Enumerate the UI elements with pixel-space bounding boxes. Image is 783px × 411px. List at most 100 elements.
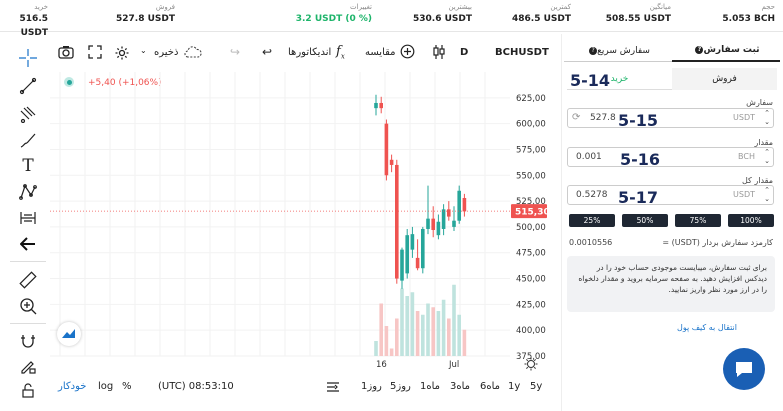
save-button[interactable]: ذخیره <box>154 47 179 58</box>
measure-range-icon[interactable] <box>18 208 38 228</box>
fib-tool-icon[interactable] <box>18 104 38 124</box>
volume-bar <box>431 307 435 356</box>
amount-field[interactable]: 0.001 BCH ⌃ ⌄ <box>567 147 774 167</box>
volume-bar <box>395 318 399 356</box>
legend-dot-icon <box>64 77 74 87</box>
candle-body <box>410 234 415 250</box>
help-icon-2: ? <box>589 46 598 55</box>
pct-25-button[interactable]: 25% <box>569 214 615 227</box>
deposit-notice: برای ثبت سفارش، میبایست موجودی حساب خود … <box>567 256 775 312</box>
last-price-tag <box>511 204 547 219</box>
function-icon[interactable]: fx <box>336 44 345 61</box>
stat-sell: فروش 527.8 USDT <box>115 3 175 24</box>
undo-icon[interactable]: ↩ <box>262 45 273 59</box>
price-chart[interactable]: 625,00 600,00 575,00 550,00 525,00 500,00 475,… <box>50 72 550 384</box>
total-label: مقدار کل <box>741 176 773 185</box>
transfer-to-wallet-link[interactable]: انتقال به کیف پول <box>677 323 737 332</box>
volume-bar <box>441 299 446 356</box>
tab-place-order[interactable]: ? ثبت سفارش <box>672 40 780 62</box>
candle-body <box>400 249 404 281</box>
pct-50-button[interactable]: 50% <box>622 214 668 227</box>
range-5d[interactable]: 5روز <box>390 381 411 392</box>
volume-bar <box>415 311 420 356</box>
brush-icon[interactable] <box>18 130 38 150</box>
text-tool-icon[interactable]: T <box>22 156 34 176</box>
range-1y[interactable]: 1y <box>508 381 521 392</box>
pct-100-button[interactable]: 100% <box>728 214 774 227</box>
zoom-in-icon[interactable] <box>18 296 38 316</box>
axis-settings-ray <box>533 366 536 369</box>
trend-line-icon[interactable] <box>18 76 38 96</box>
order-price-label: سفارش <box>746 98 773 107</box>
order-price-field[interactable]: ⟳ 527.8 USDT ⌃ ⌄ <box>567 108 774 128</box>
candle-body <box>421 228 425 269</box>
candle-body <box>405 235 409 274</box>
redo-icon[interactable]: ↪ <box>230 45 241 59</box>
tab-quick-order[interactable]: ? سفارش سریع <box>564 40 672 62</box>
y-tick-label: 375,00 <box>516 352 546 362</box>
chevron-down-icon[interactable]: ⌄ <box>140 46 147 55</box>
annotation-5-15: 5-15 <box>618 111 659 130</box>
candles-icon[interactable] <box>432 44 446 63</box>
amount-label: مقدار <box>754 138 773 147</box>
stepper-icon-2[interactable]: ⌃ ⌄ <box>764 148 770 165</box>
percent-scale-button[interactable]: % <box>122 381 132 392</box>
fullscreen-icon[interactable] <box>88 45 102 62</box>
x-tick-label: Jul <box>448 360 459 370</box>
y-tick-label: 575,00 <box>516 145 546 155</box>
volume-bar <box>457 314 461 356</box>
interval-button[interactable]: D <box>460 47 469 58</box>
cloud-icon <box>184 45 202 62</box>
refresh-icon[interactable]: ⟳ <box>572 112 581 123</box>
candle-body <box>395 164 399 279</box>
range-6m[interactable]: 6ماه <box>480 381 501 392</box>
crosshair-icon[interactable] <box>18 48 38 68</box>
chat-icon <box>736 362 752 377</box>
stepper-icon[interactable]: ⌃ ⌄ <box>764 109 770 126</box>
candle-body <box>379 102 383 109</box>
indicators-button[interactable]: اندیکاتورها <box>288 47 332 58</box>
last-price-label: 515,30 <box>515 208 550 218</box>
y-tick-label: 625,00 <box>516 94 546 104</box>
buy-tab[interactable]: خرید <box>567 68 672 90</box>
back-arrow-icon[interactable] <box>18 234 38 254</box>
market-stats-bar: حجم 5.053 BCH میانگین 508.55 USDT کمترین 48… <box>0 0 783 38</box>
unlock-icon[interactable] <box>18 380 38 400</box>
auto-scale-button[interactable]: خودکار <box>58 381 87 392</box>
axis-settings-ray <box>526 366 529 369</box>
settings-gear-icon[interactable] <box>114 45 130 64</box>
tools-divider <box>10 261 46 262</box>
sell-tab[interactable]: فروش <box>672 68 777 90</box>
volume-bar <box>384 326 389 356</box>
volume-bar <box>410 292 415 356</box>
y-tick-label: 500,00 <box>516 223 546 233</box>
candle-body <box>447 209 451 217</box>
symbol-label[interactable]: BCHUSDT <box>495 47 549 58</box>
volume-bar <box>452 284 456 356</box>
axis-settings-ray <box>533 359 536 362</box>
ruler-icon[interactable] <box>18 270 38 290</box>
annotation-5-17: 5-17 <box>618 188 659 207</box>
stepper-icon-3[interactable]: ⌃ ⌄ <box>764 186 770 203</box>
y-tick-label: 525,00 <box>516 197 546 207</box>
volume-bar <box>447 318 451 356</box>
range-5y[interactable]: 5y <box>530 381 543 392</box>
log-scale-button[interactable]: log <box>98 381 114 392</box>
lock-pencil-icon[interactable] <box>18 356 38 376</box>
stat-change: تغییرات 3.2 USDT (0 %) <box>295 3 372 24</box>
compare-button[interactable]: مقایسه <box>365 47 396 58</box>
chart-bottom-bar: خودکار log % (UTC) 08:53:10 1روز 5روز 1م… <box>50 378 550 398</box>
add-circle-icon[interactable] <box>400 44 415 62</box>
range-1m[interactable]: 1ماه <box>420 381 441 392</box>
candle-body <box>384 123 389 176</box>
price-change-legend: +5,40 (+1,06%) <box>88 78 162 88</box>
total-field[interactable]: 0.5278 USDT ⌃ ⌄ <box>567 185 774 205</box>
range-3m[interactable]: 3ماه <box>450 381 471 392</box>
screenshot-icon[interactable] <box>58 45 74 62</box>
pct-75-button[interactable]: 75% <box>675 214 721 227</box>
pattern-icon[interactable] <box>18 182 38 202</box>
range-1d[interactable]: 1روز <box>361 381 382 392</box>
goto-date-icon[interactable] <box>326 381 340 396</box>
magnet-icon[interactable] <box>18 332 38 352</box>
chat-support-button[interactable] <box>723 348 765 390</box>
